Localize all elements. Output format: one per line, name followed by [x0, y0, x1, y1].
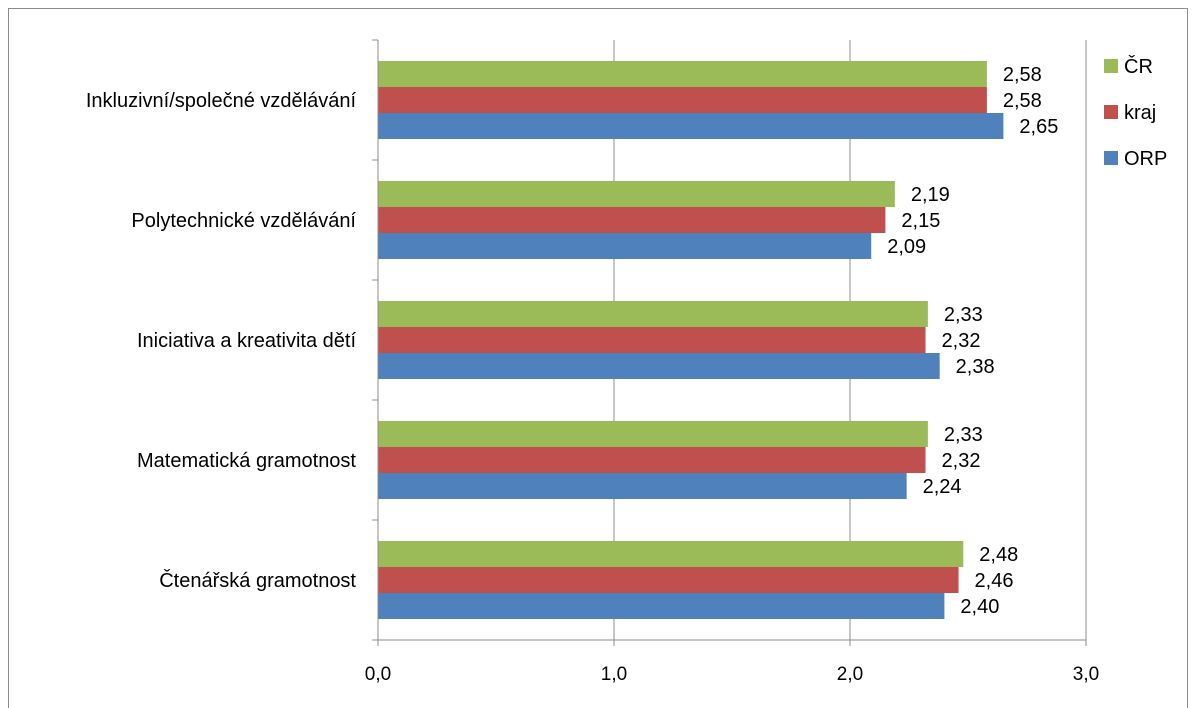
legend-label: ČR — [1124, 55, 1153, 78]
bar — [378, 233, 872, 259]
category-label: Matematická gramotnost — [137, 450, 356, 472]
data-label: 2,58 — [1003, 64, 1042, 86]
bars — [378, 61, 1004, 619]
bar — [378, 113, 1004, 139]
data-label: 2,32 — [942, 330, 981, 352]
data-label: 2,46 — [975, 570, 1014, 592]
bar — [378, 567, 959, 593]
bar — [378, 421, 928, 447]
bar — [378, 541, 964, 567]
x-tick-label: 1,0 — [601, 664, 627, 685]
bar — [378, 87, 987, 113]
legend-swatch — [1104, 105, 1118, 119]
legend: ČR kraj ORP — [1104, 55, 1167, 170]
category-label: Inkluzivní/společné vzdělávání — [86, 90, 357, 112]
bar — [378, 207, 886, 233]
data-label: 2,33 — [944, 304, 983, 326]
bar — [378, 353, 940, 379]
bar — [378, 181, 895, 207]
data-label: 2,58 — [1003, 90, 1042, 112]
category-label: Čtenářská gramotnost — [159, 569, 356, 592]
data-label: 2,48 — [979, 544, 1018, 566]
data-label: 2,40 — [960, 596, 999, 618]
bar — [378, 447, 926, 473]
legend-swatch — [1104, 59, 1118, 73]
bar — [378, 61, 987, 87]
data-label: 2,19 — [911, 184, 950, 206]
x-tick-label: 0,0 — [365, 664, 391, 685]
category-label: Polytechnické vzdělávání — [131, 210, 356, 232]
bar — [378, 301, 928, 327]
data-label: 2,65 — [1019, 116, 1058, 138]
axes: 0,0 1,0 2,0 3,0 Inkluzivní/společné vzdělává… — [86, 39, 1099, 685]
data-label: 2,09 — [887, 236, 926, 258]
x-tick-label: 3,0 — [1073, 664, 1099, 685]
data-label: 2,32 — [942, 450, 981, 472]
legend-label: ORP — [1124, 148, 1167, 170]
legend-label: kraj — [1124, 102, 1156, 124]
data-label: 2,24 — [923, 476, 962, 498]
legend-swatch — [1104, 151, 1118, 165]
data-label: 2,38 — [956, 356, 995, 378]
bar — [378, 593, 945, 619]
x-tick-label: 2,0 — [837, 664, 863, 685]
bar — [378, 327, 926, 353]
category-label: Iniciativa a kreativita dětí — [137, 330, 356, 352]
data-label: 2,15 — [901, 210, 940, 232]
data-label: 2,33 — [944, 424, 983, 446]
bar — [378, 473, 907, 499]
data-labels: 2,58 2,58 2,65 2,19 2,15 2,09 2,33 2,32 2,38 2,33… — [887, 64, 1058, 618]
